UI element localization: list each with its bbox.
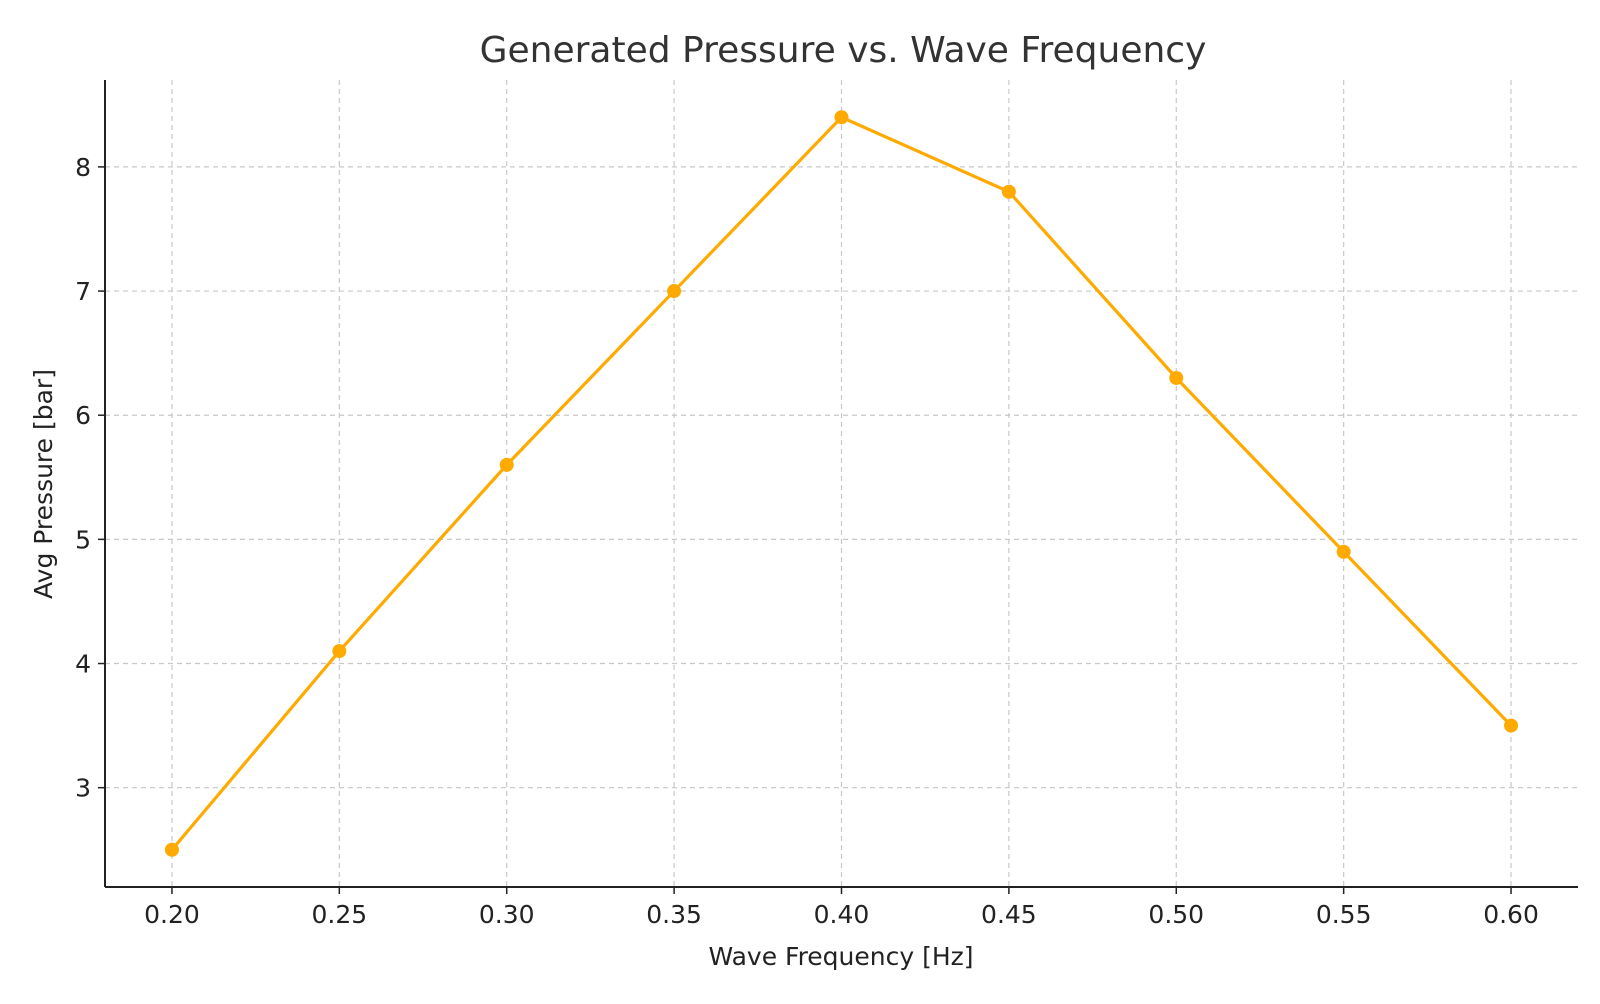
y-tick-label: 8	[75, 153, 91, 182]
ticks: 0.20 0.25 0.30 0.35 0.40 0.45 0.50 0.55 0.60 3 4 5 6…	[75, 153, 1539, 929]
data-point	[1169, 370, 1184, 385]
data-point	[499, 457, 514, 472]
x-tick-label: 0.50	[1148, 900, 1204, 929]
x-tick-label: 0.30	[479, 900, 535, 929]
y-tick-label: 7	[75, 277, 91, 306]
y-tick-label: 3	[75, 774, 91, 803]
x-tick-label: 0.20	[144, 900, 200, 929]
x-tick-label: 0.35	[646, 900, 702, 929]
y-tick-label: 5	[75, 525, 91, 554]
x-tick-label: 0.55	[1316, 900, 1372, 929]
chart-title: Generated Pressure vs. Wave Frequency	[480, 30, 1207, 71]
data-point	[164, 842, 179, 857]
x-tick-label: 0.60	[1483, 900, 1539, 929]
x-tick-label: 0.25	[312, 900, 368, 929]
x-tick-label: 0.40	[814, 900, 870, 929]
data-point	[332, 644, 347, 659]
data-point	[1336, 544, 1351, 559]
data-point	[1504, 718, 1519, 733]
series	[164, 110, 1519, 857]
data-point	[1001, 184, 1016, 199]
y-axis-label: Avg Pressure [bar]	[29, 369, 58, 599]
x-tick-label: 0.45	[981, 900, 1037, 929]
data-point	[834, 110, 849, 125]
y-tick-label: 4	[75, 650, 91, 679]
y-tick-label: 6	[75, 401, 91, 430]
x-axis-label: Wave Frequency [Hz]	[708, 942, 973, 971]
grid	[105, 80, 1578, 887]
data-point	[667, 284, 682, 299]
